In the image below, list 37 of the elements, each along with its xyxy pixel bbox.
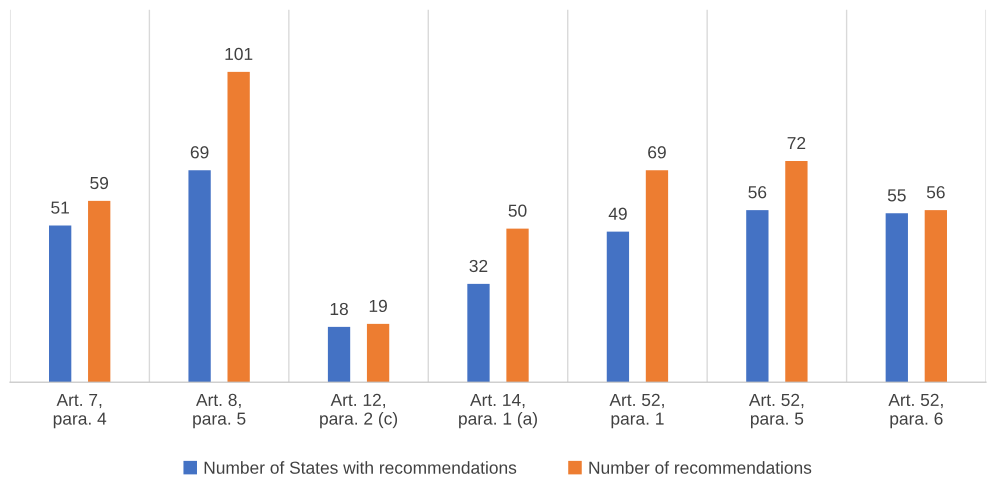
x-tick-label: Art. 52, para. 6	[888, 394, 943, 428]
data-label: 50	[508, 204, 526, 217]
bar	[188, 170, 211, 382]
bar	[227, 72, 250, 382]
data-label: 69	[648, 146, 666, 158]
bar	[606, 232, 630, 382]
data-label: 32	[469, 260, 488, 272]
bar	[506, 228, 529, 382]
x-tick-label: Art. 52, para. 5	[748, 394, 804, 428]
legend-label: Number of States with recommendations	[204, 461, 516, 474]
data-label: 56	[748, 186, 766, 198]
data-label: 51	[51, 202, 69, 214]
data-label: 19	[370, 300, 387, 312]
x-tick-label: Art. 12, para. 2 (c)	[320, 394, 398, 428]
data-label: 56	[926, 186, 945, 198]
bar	[328, 326, 350, 382]
data-label: 55	[888, 189, 906, 202]
bar	[924, 210, 947, 382]
bar	[467, 284, 490, 382]
bar	[49, 225, 72, 382]
x-tick-label: Art. 8, para. 5	[193, 394, 246, 428]
data-label: 49	[608, 208, 627, 220]
bar	[746, 210, 769, 382]
data-label: 101	[225, 48, 252, 60]
x-tick-label: Art. 7, para. 4	[54, 394, 106, 428]
bar	[886, 213, 908, 382]
legend-label: Number of recommendations	[589, 461, 812, 474]
bar	[366, 324, 390, 382]
bar	[88, 200, 110, 382]
data-label: 69	[190, 146, 208, 158]
x-tick-label: Art. 14, para. 1 (a)	[459, 394, 537, 428]
data-label: 18	[330, 302, 348, 316]
x-tick-label: Art. 52, para. 1	[609, 394, 664, 428]
bar	[646, 170, 668, 382]
data-label: 59	[90, 176, 108, 190]
bar	[785, 160, 808, 382]
data-label: 72	[788, 136, 806, 150]
